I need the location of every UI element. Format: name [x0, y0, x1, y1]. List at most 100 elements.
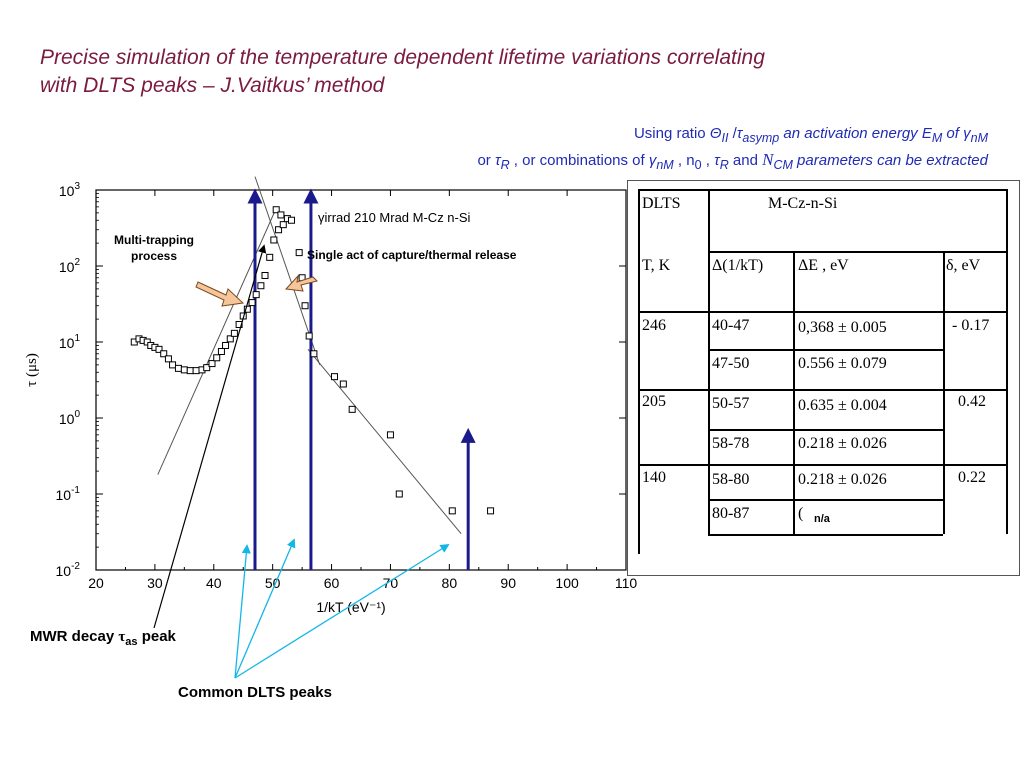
multi-trapping-line1: Multi-trapping: [114, 233, 194, 247]
table-t-205: 205: [642, 393, 666, 410]
sub1-tau-sub: asymp: [742, 131, 780, 145]
sub1-e-sub: M: [931, 131, 943, 145]
data-point: [331, 373, 338, 381]
data-point: [275, 226, 283, 234]
y-tick-label: 101: [59, 333, 81, 351]
table-header-dinv: Δ(1/kT): [712, 257, 764, 274]
data-point: [395, 490, 403, 498]
y-tick-label: 103: [59, 181, 81, 199]
table-range: 40-47: [712, 317, 750, 334]
data-point: [164, 355, 172, 363]
table-title-left: DLTS: [642, 195, 681, 212]
fit-line-1: [157, 206, 278, 475]
table-header-delta: δ, eV: [946, 257, 981, 274]
dlts-pointer-1: [234, 544, 251, 679]
data-point: [272, 206, 280, 214]
x-tick-label: 30: [147, 575, 163, 591]
data-point: [386, 431, 394, 439]
table-delta: 0.22: [958, 469, 986, 486]
data-point: [222, 341, 230, 349]
data-point: [487, 507, 495, 515]
sub2-tau-sub: R: [500, 158, 510, 172]
y-tick-label: 102: [59, 257, 81, 275]
title-line-2: with DLTS peaks – J.Vaitkus’ method: [40, 74, 385, 97]
data-point: [230, 329, 238, 337]
x-tick-label: 20: [88, 575, 104, 591]
mwr-tau: τ: [118, 629, 126, 645]
table-na-label: n/a: [814, 513, 830, 525]
sub2-n: N: [762, 150, 774, 169]
table-de: 0.556 ± 0.079: [798, 355, 887, 372]
data-point: [248, 299, 256, 307]
table-de: 0.218 ± 0.026: [798, 435, 887, 452]
x-tick-label: 40: [206, 575, 222, 591]
sub1-theta: Θ: [709, 125, 722, 142]
sub2-text-d: ,: [701, 152, 715, 169]
table-range: 58-78: [712, 435, 750, 452]
mwr-text-a: MWR decay: [30, 628, 119, 645]
data-point: [310, 350, 318, 358]
annotation-arrows-group: [153, 244, 450, 679]
data-point: [261, 271, 269, 279]
y-tick-label: 10-1: [56, 485, 81, 503]
sub1-theta-sub: II: [721, 131, 729, 145]
dlts-pointer-2: [234, 538, 296, 679]
data-point: [288, 216, 296, 224]
sub2-tau: τ: [494, 152, 501, 169]
data-point: [295, 249, 303, 257]
table-de: (: [798, 505, 804, 522]
table-range: 50-57: [712, 395, 750, 412]
sub2-text-c: , n: [673, 152, 695, 169]
data-point: [186, 367, 194, 375]
sub1-slash: /: [728, 125, 737, 142]
sub2-n-sub: 0: [694, 158, 702, 172]
y-tick-label: 100: [59, 409, 81, 427]
sub2-text-e: and: [728, 152, 763, 169]
axes-group: 20 30 40 50 60 70 80 90 100 11010310210110010-110…: [24, 181, 637, 615]
mwr-text-b: peak: [137, 628, 176, 645]
data-point: [208, 360, 216, 368]
x-tick-label: 110: [615, 575, 638, 591]
sub1-text-c: of: [942, 125, 964, 142]
table-header-t: T, K: [642, 257, 671, 274]
x-axis-label: 1/kT (eV⁻¹): [316, 599, 385, 615]
chart-annotation: γirrad 210 Mrad M-Cz n-Si: [318, 210, 471, 225]
data-point: [217, 347, 225, 355]
data-point: [192, 367, 200, 375]
data-point: [235, 320, 243, 328]
table-t-140: 140: [642, 469, 666, 486]
table-de: 0.635 ± 0.004: [798, 397, 887, 414]
data-point: [155, 345, 163, 353]
table-title-right: M-Cz-n-Si: [768, 195, 838, 212]
mwr-pointer-line: [153, 244, 267, 629]
subtitle-line-1: Using ratio ΘII /τasymp an activation en…: [634, 125, 988, 145]
table-de: 0,368 ± 0.005: [798, 319, 887, 336]
data-point: [174, 364, 182, 372]
sub1-gamma: γ: [963, 125, 971, 142]
sub2-gamma-sub: nM: [656, 158, 674, 172]
table-range: 58-80: [712, 471, 750, 488]
sub1-text-a: Using ratio: [633, 125, 710, 142]
x-tick-label: 60: [324, 575, 340, 591]
data-point: [169, 361, 177, 369]
data-point: [279, 221, 287, 229]
data-point: [243, 305, 251, 313]
data-point: [270, 236, 278, 244]
data-point: [252, 291, 260, 299]
data-point: [180, 366, 188, 374]
dlts-peaks-group: [247, 188, 476, 570]
multi-trapping-line2: process: [130, 249, 178, 263]
single-act-label: Single act of capture/thermal release: [307, 248, 517, 262]
title-line-1: Precise simulation of the temperature de…: [40, 46, 765, 69]
data-point: [226, 335, 234, 343]
y-tick-label: 10-2: [56, 561, 81, 579]
data-points-group: [130, 206, 495, 515]
data-point: [160, 350, 168, 358]
sub2-tau2: τ: [714, 152, 720, 169]
data-point: [448, 507, 456, 515]
sub1-text-b: an activation energy: [779, 125, 922, 142]
common-dlts-label: Common DLTS peaks: [178, 684, 332, 701]
data-point: [339, 380, 347, 388]
table-range: 80-87: [712, 505, 750, 522]
sub2-n-sub2: CM: [773, 158, 793, 172]
